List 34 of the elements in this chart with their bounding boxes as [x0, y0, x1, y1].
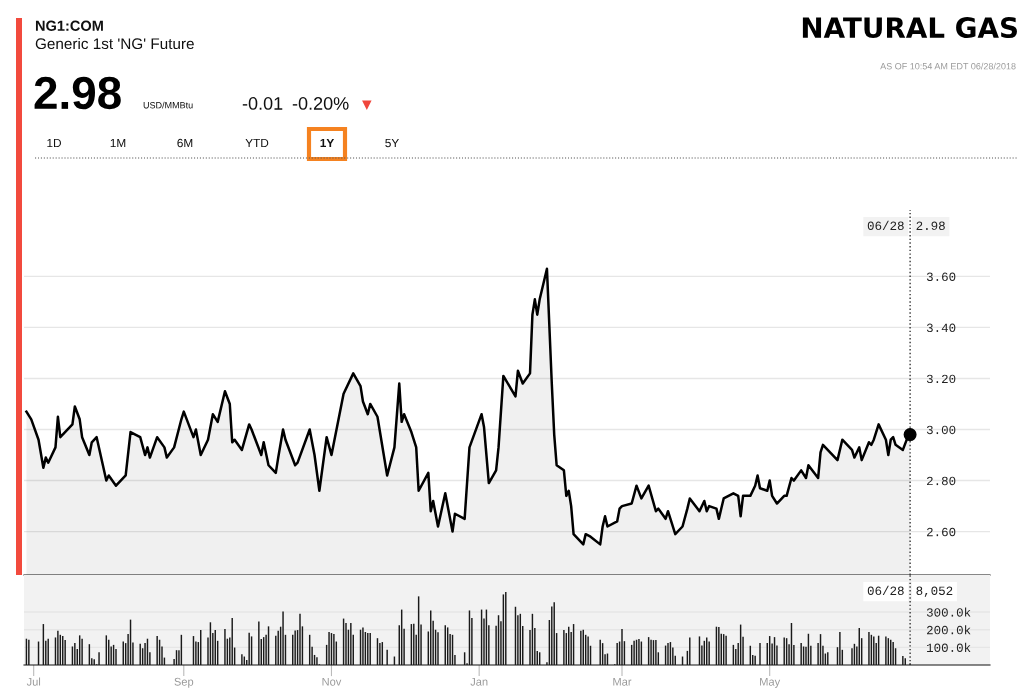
text: 1D [47, 138, 61, 148]
annotation: 2.98 [916, 221, 945, 231]
text: 6M [177, 138, 193, 148]
annotation: 8,052 [916, 586, 953, 598]
x-tick-label: Sep [174, 677, 194, 688]
text: AS OF 10:54 AM EDT 06/28/2018 [880, 62, 1016, 70]
x-tick-label: Jan [470, 677, 488, 686]
y-tick-label: 300.0k [926, 607, 971, 617]
text: -0.20% [292, 97, 349, 110]
y-tick-label: 3.40 [926, 323, 956, 333]
y-tick-label: 3.20 [926, 374, 956, 384]
text: 1Y [320, 138, 335, 148]
text: NG1:COM [35, 20, 103, 31]
text: Generic 1st 'NG' Future [35, 37, 194, 50]
y-tick-label: 2.60 [926, 527, 956, 537]
text: 1M [110, 138, 126, 148]
y-tick-label: 3.60 [926, 272, 956, 282]
y-tick-label: 200.0k [926, 625, 971, 635]
text: YTD [245, 138, 269, 148]
text: -0.01 [242, 97, 283, 110]
text: ▼ [362, 100, 372, 110]
x-tick-label: Mar [613, 677, 632, 686]
y-tick-label: 2.80 [926, 476, 956, 486]
text: 5Y [385, 138, 399, 148]
text: USD/MMBtu [143, 101, 193, 109]
x-tick-label: May [760, 677, 781, 688]
x-tick-label: Nov [322, 677, 342, 686]
y-tick-label: 100.0k [927, 642, 971, 653]
y-tick-label: 3.00 [926, 425, 956, 435]
ref-line-label: 06/28 [867, 220, 904, 231]
chart-title: NATURAL GAS [802, 17, 1017, 39]
x-tick-label: Jul [26, 677, 41, 686]
ref-line-label: 06/28 [867, 585, 904, 596]
text: 2.98 [34, 76, 121, 110]
